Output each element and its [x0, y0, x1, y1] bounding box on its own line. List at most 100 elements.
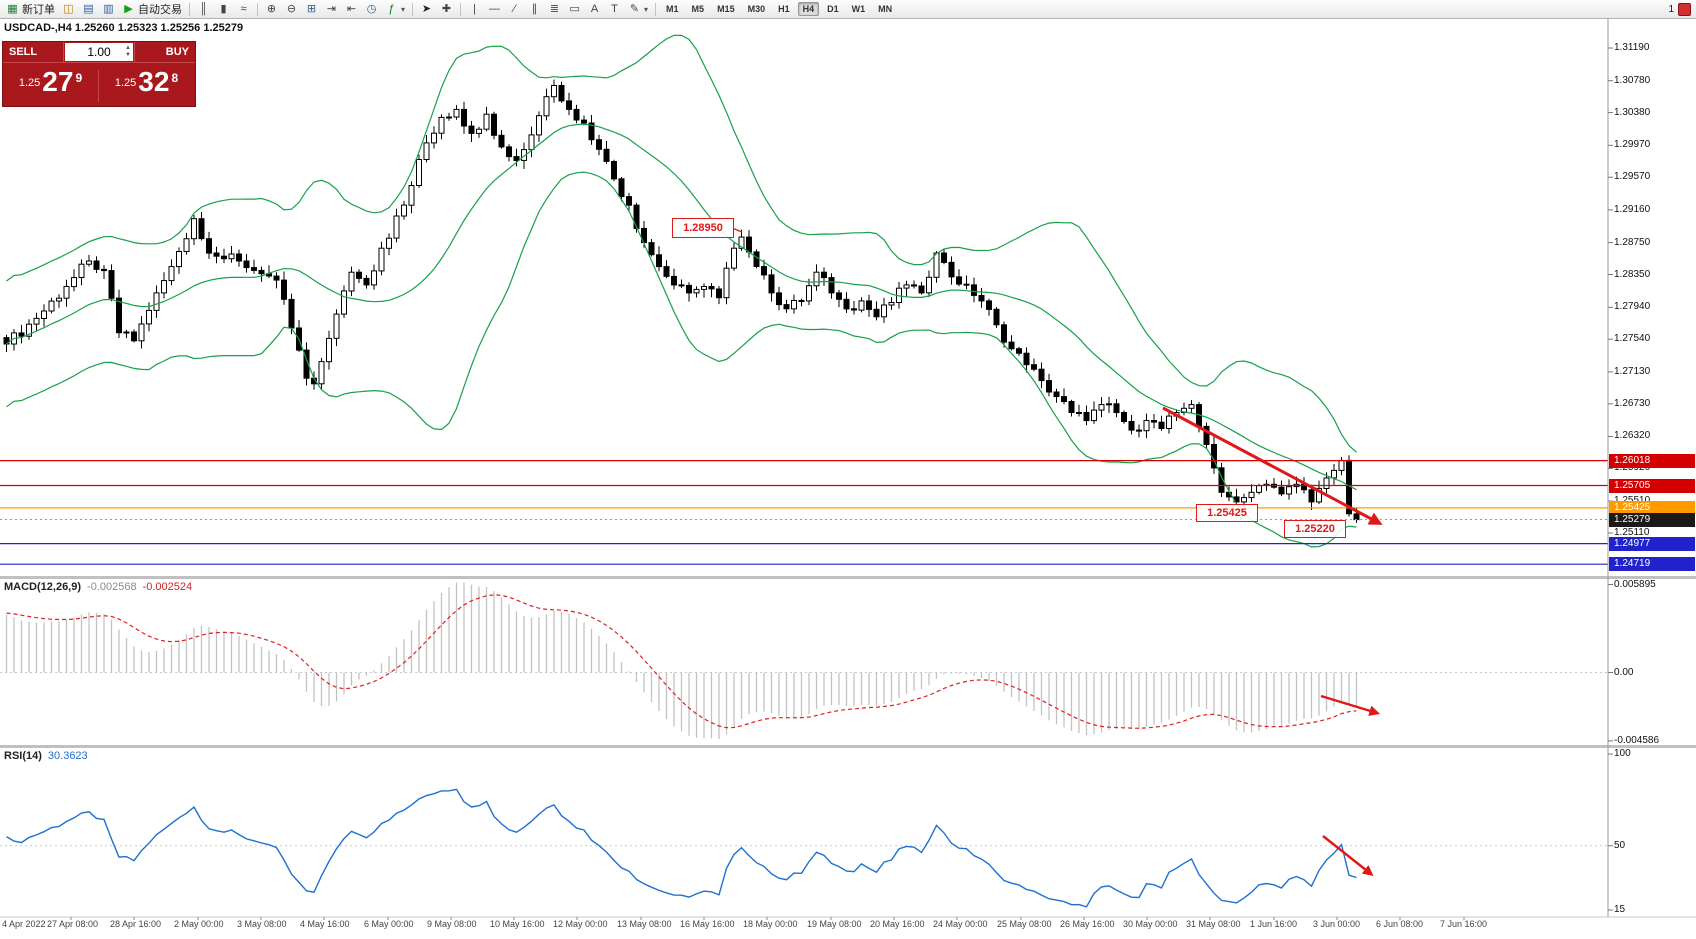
- rsi-arrow[interactable]: [1322, 835, 1374, 877]
- cursor-icon[interactable]: ➤: [417, 1, 436, 17]
- vertical-line-icon[interactable]: |: [465, 1, 484, 17]
- period-icon-glyph: ◷: [366, 3, 377, 15]
- drawn-arrows[interactable]: [731, 227, 1383, 877]
- data-window-icon-glyph: ▥: [103, 3, 114, 15]
- macd-arrow[interactable]: [1320, 694, 1381, 716]
- price-trend-arrow[interactable]: [1162, 406, 1383, 525]
- sell-price-prefix: 1.25: [18, 77, 41, 90]
- buy-button[interactable]: BUY: [134, 42, 195, 62]
- buy-price-big: 32: [138, 65, 170, 97]
- sell-button[interactable]: SELL: [3, 42, 64, 62]
- timeframe-h4[interactable]: H4: [797, 2, 820, 16]
- zoom-out-icon[interactable]: ⊖: [282, 1, 301, 17]
- period-icon[interactable]: ◷: [362, 1, 381, 17]
- auto-trading-button[interactable]: ▶ 自动交易: [119, 1, 185, 17]
- indicators-icon[interactable]: ƒ ▾: [382, 1, 408, 17]
- rsi-value: 30.3623: [47, 750, 88, 762]
- auto-scroll-icon[interactable]: ⇥: [322, 1, 341, 17]
- zoom-in-icon[interactable]: ⊕: [262, 1, 281, 17]
- timeframe-m15[interactable]: M15: [717, 4, 735, 14]
- chart-shift-icon[interactable]: ⇤: [342, 1, 361, 17]
- sell-price-sup: 9: [75, 70, 83, 85]
- trendline-icon-glyph: ∕: [513, 3, 516, 15]
- lot-decrease-button[interactable]: ▼: [125, 52, 131, 58]
- arrow-styles-icon-glyph: ✎: [629, 3, 640, 15]
- price-annotation-support[interactable]: 1.25425: [1196, 504, 1258, 522]
- toolbar-button-label: 新订单: [22, 4, 55, 16]
- horizontal-line-icon[interactable]: —: [485, 1, 504, 17]
- chart-window-icon[interactable]: ◫: [59, 1, 78, 17]
- ohlc-info: USDCAD-,H4 1.25260 1.25323 1.25256 1.252…: [4, 22, 244, 34]
- auto-trading-glyph: ▶: [124, 3, 133, 15]
- data-window-icon[interactable]: ▥: [99, 1, 118, 17]
- one-click-trading-panel: SELL 1.00 ▲ ▼ BUY 1.25 27 9 1.25 32 8: [2, 41, 196, 107]
- toolbar-separator: [655, 2, 657, 16]
- timeframe-mn[interactable]: MN: [878, 4, 893, 14]
- toolbar-separator: [189, 2, 190, 16]
- price-annotation-high[interactable]: 1.28950: [672, 218, 734, 238]
- new-order-button[interactable]: ▦ 新订单: [3, 1, 58, 17]
- lot-size-input[interactable]: 1.00 ▲ ▼: [65, 43, 133, 61]
- arrow-styles-icon[interactable]: ✎ ▾: [625, 1, 651, 17]
- text-label-icon-glyph: T: [611, 3, 618, 15]
- timeframe-d1[interactable]: D1: [827, 4, 839, 14]
- fibonacci-icon[interactable]: ≣: [545, 1, 564, 17]
- macd-panel: [0, 582, 1608, 739]
- shapes-icon[interactable]: ▭: [565, 1, 584, 17]
- toolbar-separator: [412, 2, 414, 16]
- horizontal-level-lines[interactable]: [0, 460, 1608, 565]
- macd-main-value: -0.002568: [87, 581, 137, 593]
- candlestick-chart-icon[interactable]: ▮: [214, 1, 233, 17]
- buy-price[interactable]: 1.25 32 8: [99, 65, 194, 101]
- timeframe-h1[interactable]: H1: [778, 4, 790, 14]
- text-label-icon[interactable]: T: [605, 1, 624, 17]
- bar-chart-icon-glyph: ║: [199, 3, 208, 15]
- timeframe-m5[interactable]: M5: [691, 4, 705, 14]
- timeframe-m1[interactable]: M1: [666, 4, 679, 14]
- price-annotation-low[interactable]: 1.25220: [1284, 520, 1346, 538]
- panel-separators[interactable]: [0, 19, 1696, 920]
- horizontal-line-icon-glyph: —: [489, 3, 501, 15]
- dropdown-caret-icon[interactable]: ▾: [644, 4, 649, 14]
- cursor-icon-glyph: ➤: [421, 3, 432, 15]
- line-chart-icon[interactable]: ≈: [234, 1, 253, 17]
- chart-shift-icon-glyph: ⇤: [346, 3, 357, 15]
- tile-windows-icon[interactable]: ⊞: [302, 1, 321, 17]
- bollinger-bands: [6, 34, 1357, 548]
- macd-signal-value: -0.002524: [142, 581, 193, 593]
- lot-increase-button[interactable]: ▲: [125, 45, 131, 51]
- sell-price[interactable]: 1.25 27 9: [3, 67, 98, 101]
- indicators-icon-glyph: ƒ: [388, 3, 395, 15]
- market-watch-icon[interactable]: ▤: [79, 1, 98, 17]
- equidistant-channel-icon-glyph: ∥: [531, 3, 538, 15]
- bar-chart-icon[interactable]: ║: [194, 1, 213, 17]
- line-chart-icon-glyph: ≈: [240, 3, 247, 15]
- equidistant-channel-icon[interactable]: ∥: [525, 1, 544, 17]
- rsi-panel: [0, 788, 1608, 908]
- trendline-icon[interactable]: ∕: [505, 1, 524, 17]
- buy-price-sup: 8: [171, 70, 179, 85]
- tile-windows-icon-glyph: ⊞: [306, 3, 317, 15]
- dropdown-caret-icon[interactable]: ▾: [401, 4, 406, 14]
- crosshair-icon-glyph: ✚: [441, 3, 452, 15]
- lot-value[interactable]: 1.00: [87, 45, 111, 59]
- market-watch-icon-glyph: ▤: [83, 3, 94, 15]
- zoom-in-icon-glyph: ⊕: [266, 3, 277, 15]
- fibonacci-icon-glyph: ≣: [549, 3, 560, 15]
- shapes-icon-glyph: ▭: [569, 3, 580, 15]
- candlestick-chart-icon-glyph: ▮: [220, 3, 227, 15]
- zoom-out-icon-glyph: ⊖: [286, 3, 297, 15]
- toolbar-separator: [257, 2, 258, 16]
- candles: [3, 79, 1360, 523]
- timeframe-m30[interactable]: M30: [747, 4, 766, 14]
- text-icon[interactable]: A: [585, 1, 604, 17]
- timeframe-w1[interactable]: W1: [851, 4, 866, 14]
- crosshair-icon[interactable]: ✚: [437, 1, 456, 17]
- alert-icon[interactable]: [1678, 2, 1691, 16]
- rsi-line: [6, 788, 1357, 908]
- toolbar-button-label: 自动交易: [138, 4, 182, 16]
- buy-price-prefix: 1.25: [114, 77, 137, 90]
- macd-name: MACD(12,26,9): [4, 581, 82, 593]
